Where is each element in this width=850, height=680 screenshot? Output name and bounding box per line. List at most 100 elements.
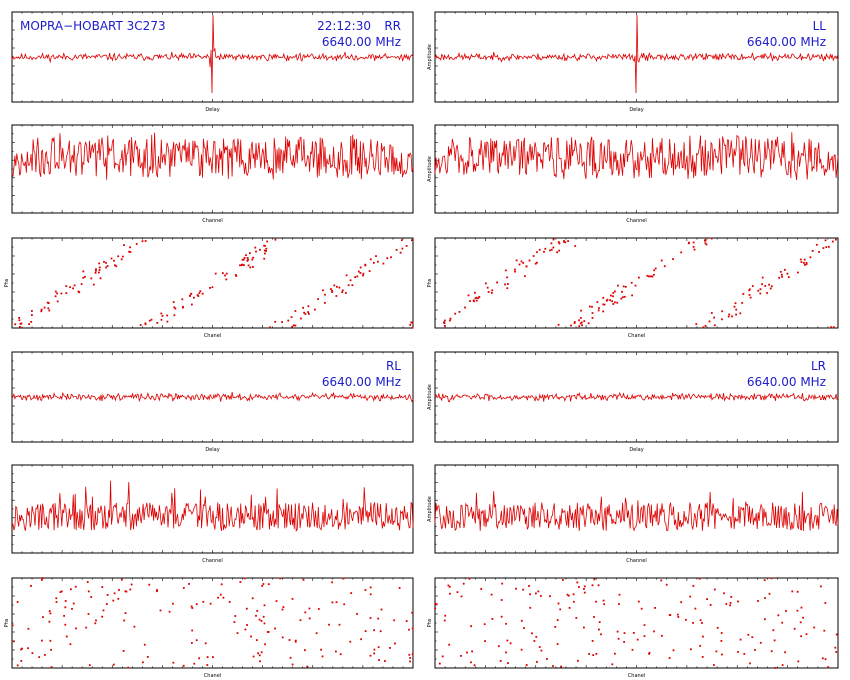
data-point (408, 653, 411, 656)
data-point (243, 257, 246, 259)
x-axis-label: Channel (202, 218, 223, 224)
data-point (377, 260, 379, 263)
data-point (411, 326, 414, 329)
data-point (528, 585, 530, 587)
data-point (486, 286, 489, 289)
data-point (306, 665, 309, 668)
data-point (359, 272, 362, 274)
data-point (552, 246, 555, 249)
data-point (345, 274, 348, 277)
data-point (456, 591, 459, 593)
data-point (525, 664, 528, 666)
data-point (42, 616, 44, 618)
data-point (438, 662, 441, 665)
data-point (636, 638, 639, 641)
data-point (721, 310, 724, 313)
data-point (160, 312, 163, 315)
data-point (560, 665, 562, 668)
data-point (764, 618, 766, 621)
data-point (520, 260, 523, 263)
data-point (443, 619, 446, 622)
data-point (749, 662, 751, 665)
data-point (106, 265, 109, 267)
data-point (654, 267, 657, 270)
data-point (324, 302, 326, 304)
data-point (499, 660, 502, 662)
data-point (102, 609, 105, 612)
data-point (583, 626, 585, 629)
data-point (193, 662, 196, 665)
data-point (239, 264, 241, 267)
data-point (16, 601, 19, 603)
data-point (144, 322, 147, 325)
data-point (129, 246, 131, 249)
data-point (821, 657, 824, 660)
data-point (246, 260, 249, 262)
data-point (377, 617, 380, 620)
data-point (583, 585, 586, 588)
data-point (368, 270, 371, 272)
data-point (279, 577, 282, 580)
data-point (341, 291, 344, 294)
data-point (572, 593, 575, 596)
data-point (357, 270, 360, 273)
data-point (725, 603, 728, 605)
data-point (222, 596, 225, 599)
data-point (220, 583, 223, 586)
data-point (49, 639, 52, 642)
data-point (663, 265, 666, 268)
data-point (294, 310, 297, 312)
data-point (473, 300, 475, 303)
data-point (692, 622, 694, 624)
data-point (148, 583, 151, 586)
data-point (399, 251, 402, 254)
data-point (11, 624, 14, 627)
data-point (209, 602, 212, 605)
polarization-label: RR (384, 19, 401, 33)
data-point (118, 589, 120, 591)
data-point (390, 256, 392, 259)
data-point (364, 589, 367, 591)
data-point (139, 324, 142, 326)
data-point (447, 584, 450, 587)
data-point (201, 292, 204, 295)
data-point (556, 643, 559, 645)
data-point (196, 294, 199, 296)
y-axis-label: Phs (4, 618, 10, 627)
data-point (209, 287, 211, 289)
data-point (770, 285, 773, 288)
data-point (737, 651, 739, 653)
data-point (505, 651, 507, 654)
data-point (805, 261, 808, 264)
data-point (800, 261, 803, 263)
x-axis-label: Channel (626, 218, 647, 224)
data-point (572, 600, 575, 603)
data-point (443, 325, 446, 327)
data-point (757, 289, 760, 292)
panel-ll-delay: Delay Amplitude LL 6640.00 MHz (427, 11, 839, 113)
data-point (27, 627, 30, 630)
data-point (405, 245, 408, 247)
data-point (303, 311, 305, 314)
data-point (781, 275, 783, 278)
data-point (125, 590, 128, 593)
data-point (652, 273, 655, 276)
data-point (386, 257, 389, 260)
data-point (669, 614, 672, 616)
data-point (747, 633, 750, 636)
data-point (802, 616, 804, 619)
data-point (824, 602, 827, 604)
data-point (409, 657, 412, 659)
data-point (191, 607, 194, 609)
data-point (411, 239, 413, 241)
data-point (49, 612, 52, 615)
data-point (532, 255, 535, 257)
data-point (92, 283, 95, 286)
data-point (583, 588, 585, 590)
data-point (262, 615, 265, 618)
panel-lr-delay: Delay Amplitude LR 6640.00 MHz (427, 351, 839, 453)
data-point (294, 324, 297, 327)
data-point (86, 581, 89, 583)
data-point (805, 263, 808, 265)
data-point (41, 639, 43, 642)
